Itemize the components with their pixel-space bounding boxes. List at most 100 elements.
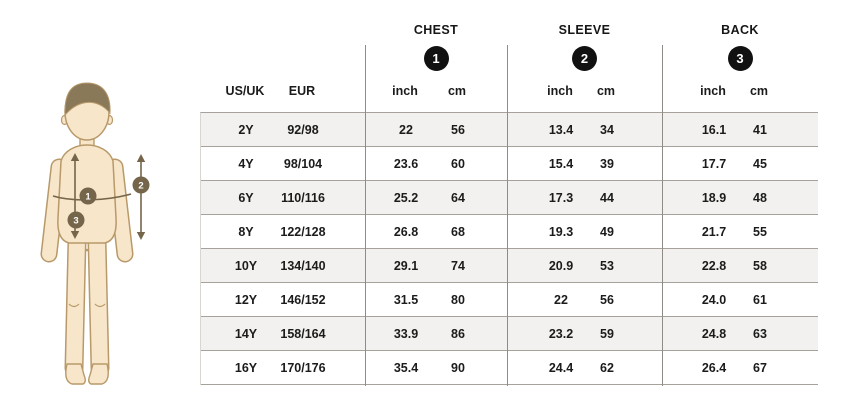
cell-chest-cm: 86 [451,326,465,341]
sleeve-measure-arrow [136,154,146,240]
cell-back-cm: 61 [753,292,767,307]
cell-back-cm: 41 [753,122,767,137]
col-header-chest-inch: inch [392,84,418,98]
cell-sleeve-inch: 20.9 [548,258,574,273]
cell-chest-inch: 29.1 [393,258,419,273]
cell-sleeve-cm: 59 [600,326,614,341]
figure-hair [64,82,111,117]
group-label-chest: CHEST [413,23,459,37]
figure-feet [65,363,109,385]
cell-eur: 134/140 [280,258,326,273]
cell-back-inch: 16.1 [701,122,727,137]
cell-back-inch: 17.7 [701,156,727,171]
col-header-back-inch: inch [700,84,726,98]
cell-chest-inch: 26.8 [393,224,419,239]
group-label-back: BACK [721,23,759,37]
cell-us-uk: 6Y [238,190,254,205]
cell-sleeve-inch: 22 [554,292,568,307]
table-row-12y: 12Y 146/152 31.5 80 22 56 24.0 61 [201,283,818,317]
cell-back-cm: 55 [753,224,767,239]
cell-sleeve-inch: 24.4 [548,360,574,375]
cell-eur: 110/116 [281,190,325,205]
cell-eur: 146/152 [280,292,326,307]
col-header-sleeve-inch: inch [547,84,573,98]
col-header-us-uk: US/UK [225,84,265,98]
cell-us-uk: 2Y [238,122,254,137]
figure-navel [85,248,89,252]
cell-chest-inch: 23.6 [393,156,419,171]
cell-eur: 122/128 [280,224,326,239]
cell-back-cm: 63 [753,326,767,341]
cell-chest-cm: 90 [451,360,465,375]
table-row-10y: 10Y 134/140 29.1 74 20.9 53 22.8 58 [201,249,818,283]
figure-legs [64,230,110,378]
cell-us-uk: 12Y [234,292,258,307]
child-figure-svg: 1 2 3 [40,82,150,385]
chest-badge: 1 [423,45,449,71]
cell-eur: 98/104 [283,156,323,171]
cell-eur: 158/164 [280,326,326,341]
figure-marker-3: 3 [67,211,85,229]
table-row-14y: 14Y 158/164 33.9 86 23.2 59 24.8 63 [201,317,818,351]
cell-chest-cm: 64 [451,190,465,205]
cell-sleeve-cm: 44 [600,190,614,205]
cell-back-inch: 22.8 [701,258,727,273]
table-row-8y: 8Y 122/128 26.8 68 19.3 49 21.7 55 [201,215,818,249]
col-header-chest-cm: cm [447,84,467,98]
cell-back-cm: 67 [753,360,767,375]
cell-chest-cm: 74 [451,258,465,273]
cell-sleeve-cm: 39 [600,156,614,171]
cell-back-inch: 26.4 [701,360,727,375]
size-table: CHEST SLEEVE BACK 1 2 3 US/UK EUR inch c… [200,18,818,388]
cell-back-inch: 18.9 [701,190,727,205]
cell-chest-inch: 33.9 [393,326,419,341]
cell-back-inch: 21.7 [701,224,727,239]
cell-chest-inch: 31.5 [393,292,419,307]
cell-eur: 92/98 [287,122,319,137]
table-row-16y: 16Y 170/176 35.4 90 24.4 62 26.4 67 [201,351,818,385]
figure-marker-1: 1 [79,187,97,205]
cell-us-uk: 8Y [238,224,254,239]
cell-chest-cm: 56 [451,122,465,137]
cell-sleeve-cm: 49 [600,224,614,239]
cell-us-uk: 4Y [238,156,254,171]
table-row-6y: 6Y 110/116 25.2 64 17.3 44 18.9 48 [201,181,818,215]
cell-sleeve-cm: 53 [600,258,614,273]
table-column-headers: US/UK EUR inch cm inch cm inch cm [200,74,818,104]
cell-back-inch: 24.0 [701,292,727,307]
child-figure-illustration: 1 2 3 [28,68,188,410]
table-row-4y: 4Y 98/104 23.6 60 15.4 39 17.7 45 [201,147,818,181]
cell-sleeve-inch: 19.3 [548,224,574,239]
cell-back-cm: 58 [753,258,767,273]
back-badge: 3 [727,45,753,71]
cell-back-cm: 48 [753,190,767,205]
cell-sleeve-cm: 62 [600,360,614,375]
table-group-header: CHEST SLEEVE BACK [200,18,818,42]
cell-us-uk: 10Y [234,258,258,273]
cell-chest-cm: 80 [451,292,465,307]
cell-us-uk: 14Y [234,326,258,341]
cell-eur: 170/176 [280,360,326,375]
col-header-sleeve-cm: cm [596,84,616,98]
cell-sleeve-inch: 17.3 [548,190,574,205]
figure-marker-1-number: 1 [85,191,91,202]
figure-marker-2: 2 [132,176,150,194]
cell-sleeve-cm: 56 [600,292,614,307]
cell-sleeve-inch: 13.4 [548,122,574,137]
cell-chest-cm: 68 [451,224,465,239]
figure-marker-3-number: 3 [73,215,78,226]
cell-chest-inch: 25.2 [393,190,419,205]
cell-back-inch: 24.8 [701,326,727,341]
column-divider [507,45,508,386]
cell-sleeve-cm: 34 [600,122,614,137]
cell-sleeve-inch: 23.2 [548,326,574,341]
cell-us-uk: 16Y [234,360,258,375]
table-row-2y: 2Y 92/98 22 56 13.4 34 16.1 41 [201,113,818,147]
cell-sleeve-inch: 15.4 [548,156,574,171]
figure-marker-2-number: 2 [138,180,143,191]
col-header-back-cm: cm [749,84,769,98]
table-badge-row: 1 2 3 [200,42,818,74]
column-divider [365,45,366,386]
cell-chest-inch: 35.4 [393,360,419,375]
